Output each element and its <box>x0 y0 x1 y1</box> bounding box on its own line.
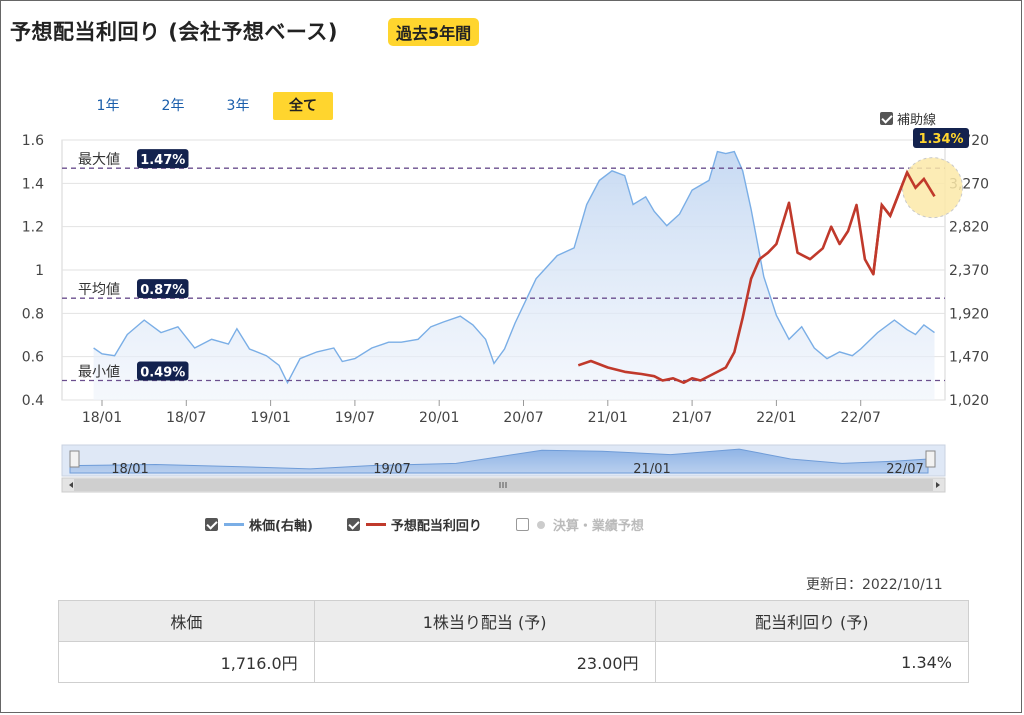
aux-lines-checkbox[interactable] <box>880 112 893 125</box>
summary-header-price: 株価 <box>58 600 315 642</box>
x-tick-label: 18/01 <box>82 410 122 426</box>
price-area <box>93 151 935 400</box>
chart-legend: 株価(右軸) 予想配当利回り 決算・業績予想 <box>205 515 678 534</box>
legend-earnings-label: 決算・業績予想 <box>552 519 644 534</box>
y-left-tick-label: 1 <box>35 263 44 279</box>
current-value-badge <box>913 128 969 148</box>
reference-lines: 最大値 1.47% 平均値 0.87% 最小値 0.49% <box>62 149 945 382</box>
y-right-tick-label: 2,370 <box>949 263 989 279</box>
y-left-tick-label: 0.6 <box>22 350 44 366</box>
legend-earnings-checkbox[interactable] <box>515 518 529 531</box>
current-halo <box>901 157 963 219</box>
legend-price-checkbox[interactable] <box>205 518 218 531</box>
navigator-label: 21/01 <box>633 462 670 477</box>
x-tick-label: 19/01 <box>250 410 290 426</box>
current-marker: 1.34% <box>872 128 969 275</box>
current-value-label: 1.34% <box>918 132 963 147</box>
summary-value-dividend: 23.00円 <box>313 641 656 683</box>
y-left-tick-label: 1.4 <box>22 176 44 192</box>
yield-chart: 最大値 1.47% 平均値 0.87% 最小値 0.49% 0.4 0.6 0.8 1 1.2 1.… <box>22 128 989 493</box>
legend-yield-checkbox[interactable] <box>346 518 360 531</box>
summary-value-price: 1,716.0円 <box>58 641 315 683</box>
legend-yield-label: 予想配当利回り <box>390 519 482 534</box>
y-right-tick-label: 1,470 <box>949 350 989 366</box>
y-right-tick-label: 1,020 <box>949 393 989 409</box>
scroll-right-arrow-icon <box>936 482 940 488</box>
ref-line-badge <box>137 361 189 381</box>
summary-header-dividend: 1株当り配当 (予) <box>313 600 656 642</box>
y-right-tick-label: 1,920 <box>949 306 989 322</box>
x-tick-label: 21/07 <box>672 410 712 426</box>
x-tick-label: 20/07 <box>503 410 543 426</box>
x-tick-label: 20/01 <box>419 410 459 426</box>
range-tab-3y[interactable]: 3年 <box>226 98 250 114</box>
x-tick-label: 18/07 <box>166 410 206 426</box>
legend-item-earnings[interactable]: 決算・業績予想 <box>515 515 644 534</box>
ref-line-badge <box>137 279 189 299</box>
navigator-handle-right <box>925 450 936 468</box>
legend-price-swatch <box>224 523 244 526</box>
aux-lines-label: 補助線 <box>897 113 937 128</box>
x-tick-label: 22/07 <box>841 410 881 426</box>
range-tab-1y[interactable]: 1年 <box>96 98 120 114</box>
legend-item-price[interactable]: 株価(右軸) <box>205 515 313 534</box>
ref-line-label: 最大値 <box>78 152 120 168</box>
summary-value-row: 1,716.0円 23.00円 1.34% <box>58 641 970 683</box>
aux-lines-toggle[interactable]: 補助線 <box>880 109 936 128</box>
page-title: 予想配当利回り (会社予想ベース) <box>10 20 338 44</box>
price-series <box>93 150 935 400</box>
y-left-tick-label: 0.8 <box>22 306 44 322</box>
updated-date: 更新日：2022/10/11 <box>806 577 943 593</box>
scroll-left-arrow-icon <box>69 482 73 488</box>
y-left-tick-label: 1.6 <box>22 133 44 149</box>
summary-header-yield: 配当利回り (予) <box>654 600 970 642</box>
summary-value-yield: 1.34% <box>654 641 970 683</box>
ref-line-value: 0.87% <box>140 283 185 298</box>
period-badge: 過去5年間 <box>388 18 480 46</box>
ref-line-value: 0.49% <box>140 366 185 381</box>
price-line <box>93 150 935 385</box>
navigator-label: 18/01 <box>111 462 148 477</box>
navigator-handle-left <box>69 450 80 468</box>
navigator-label: 19/07 <box>373 462 410 477</box>
summary-table: 株価 1株当り配当 (予) 配当利回り (予) 1,716.0円 23.00円 … <box>58 600 970 683</box>
legend-yield-swatch <box>365 523 386 526</box>
range-tabs: 1年 2年 3年 全て <box>78 92 338 120</box>
legend-price-label: 株価(右軸) <box>249 519 313 534</box>
range-tab-all[interactable]: 全て <box>273 92 333 120</box>
x-tick-label: 22/01 <box>756 410 796 426</box>
ref-line-label: 最小値 <box>78 365 120 381</box>
yield-line-tail <box>872 169 936 275</box>
ref-line-badge <box>137 149 189 169</box>
range-tab-2y[interactable]: 2年 <box>161 98 185 114</box>
x-tick-label: 21/01 <box>588 410 628 426</box>
y-left-tick-label: 0.4 <box>22 393 44 409</box>
ref-line-label: 平均値 <box>78 282 120 298</box>
legend-earnings-dot <box>536 520 545 529</box>
range-navigator[interactable]: 18/01 19/07 21/01 22/07 <box>61 444 946 493</box>
summary-header-row: 株価 1株当り配当 (予) 配当利回り (予) <box>58 600 970 642</box>
chart-axes: 0.4 0.6 0.8 1 1.2 1.4 1.6 1,020 1,470 1,920 2,370 2… <box>22 133 989 426</box>
y-left-tick-label: 1.2 <box>22 220 44 236</box>
ref-line-value: 1.47% <box>140 153 185 168</box>
y-right-tick-label: 2,820 <box>949 220 989 236</box>
x-tick-label: 19/07 <box>335 410 375 426</box>
navigator-label: 22/07 <box>886 462 923 477</box>
legend-item-yield[interactable]: 予想配当利回り <box>346 515 482 534</box>
